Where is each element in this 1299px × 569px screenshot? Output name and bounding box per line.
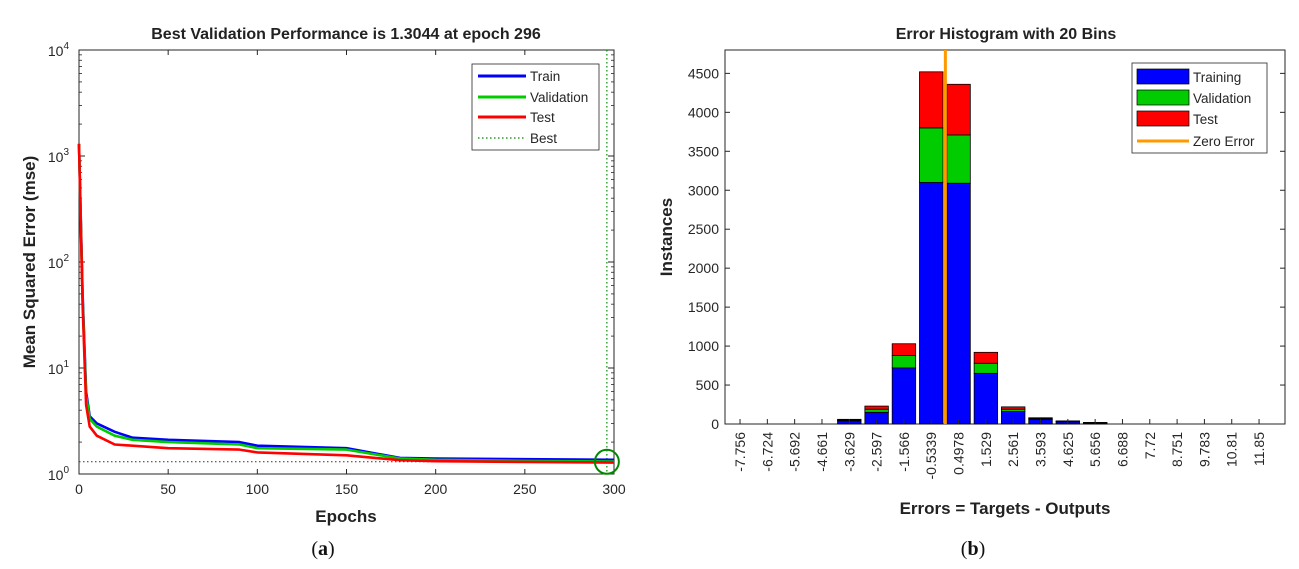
hist-y-tick-label: 1500 — [688, 299, 719, 315]
performance-chart: Best Validation Performance is 1.3044 at… — [20, 26, 626, 526]
legend-label-validation: Validation — [530, 90, 588, 105]
hist-x-tick-label: 4.625 — [1060, 432, 1076, 467]
hist-x-tick-label: 10.81 — [1224, 432, 1240, 467]
performance-legend-box — [471, 63, 600, 151]
error-histogram-chart: Error Histogram with 20 Bins -7.756 -6.72… — [657, 26, 1286, 518]
hist-bar-test — [946, 83, 971, 136]
perf-x-tick-label: 100 — [246, 481, 270, 497]
hist-x-tick-label: 3.593 — [1033, 432, 1049, 467]
hist-y-tick-label: 0 — [711, 416, 719, 432]
legend-label-zero-error: Zero Error — [1193, 134, 1255, 149]
hist-bar-test — [919, 71, 944, 129]
performance-lines — [77, 50, 620, 475]
legend-label-hist-validation: Validation — [1193, 91, 1251, 106]
hist-x-tick-label: -0.5339 — [923, 432, 939, 480]
hist-bar-test — [891, 343, 917, 356]
legend-label-test: Test — [530, 110, 555, 125]
performance-y-axis-label: Mean Squared Error (mse) — [20, 156, 39, 369]
hist-x-tick-label: 1.529 — [978, 432, 994, 467]
hist-bar-validation — [864, 408, 889, 413]
perf-x-tick-label: 300 — [602, 481, 626, 497]
legend-label-best: Best — [530, 131, 557, 146]
histogram-bars — [837, 50, 1108, 425]
hist-x-tick-label: 2.561 — [1005, 432, 1021, 467]
hist-x-tick-label: 5.656 — [1087, 432, 1103, 467]
performance-x-axis-label: Epochs — [315, 507, 376, 526]
hist-y-tick-label: 2500 — [688, 221, 719, 237]
perf-y-tick-label: 104 — [48, 41, 70, 59]
hist-bar-training — [946, 182, 971, 425]
legend-swatch-hist-validation — [1136, 89, 1190, 106]
histogram-x-axis-label: Errors = Targets - Outputs — [900, 499, 1111, 518]
histogram-ticks: -7.756 -6.724 -5.692 -4.661 -3.629 -2.597 -1.5… — [688, 65, 1285, 479]
hist-x-tick-label: 8.751 — [1169, 432, 1185, 467]
histogram-y-axis-label: Instances — [657, 198, 676, 276]
hist-y-tick-label: 2000 — [688, 260, 719, 276]
performance-chart-title: Best Validation Performance is 1.3044 at… — [151, 26, 541, 43]
legend-swatch-hist-test — [1136, 110, 1190, 127]
hist-bar-validation — [891, 355, 917, 369]
hist-bar-training — [891, 367, 917, 425]
caption-a: (a) — [311, 538, 334, 560]
hist-bar-validation — [919, 127, 944, 183]
hist-x-tick-label: -4.661 — [814, 432, 830, 472]
legend-swatch-training — [1136, 68, 1190, 85]
perf-y-tick-label: 101 — [48, 359, 70, 377]
hist-x-tick-label: 0.4978 — [951, 432, 967, 475]
histogram-title: Error Histogram with 20 Bins — [896, 26, 1117, 43]
hist-x-tick-label: 11.85 — [1251, 432, 1267, 466]
best-point-circle — [593, 448, 620, 475]
performance-ticks: 0 50 100 150 200 250 300 100 101 102 103 104 — [48, 41, 626, 497]
legend-label-hist-test: Test — [1193, 112, 1218, 127]
caption-b: (b) — [961, 538, 985, 560]
legend-label-training: Training — [1193, 70, 1241, 85]
hist-bar-training — [973, 372, 999, 425]
perf-x-tick-label: 50 — [160, 481, 176, 497]
performance-legend: Train Validation Test Best — [471, 63, 600, 151]
hist-bar-training — [919, 182, 944, 425]
legend-label-train: Train — [530, 69, 560, 84]
hist-y-tick-label: 500 — [696, 377, 720, 393]
hist-x-tick-label: -1.566 — [896, 432, 912, 472]
perf-x-tick-label: 0 — [75, 481, 83, 497]
hist-x-tick-label: 7.72 — [1142, 432, 1158, 459]
hist-x-tick-label: -5.692 — [787, 432, 803, 472]
perf-x-tick-label: 250 — [513, 481, 537, 497]
perf-y-tick-label: 103 — [48, 147, 70, 165]
hist-x-tick-label: -3.629 — [841, 432, 857, 472]
perf-x-tick-label: 200 — [424, 481, 448, 497]
hist-bar-test — [864, 405, 889, 410]
hist-x-tick-label: -2.597 — [869, 432, 885, 472]
perf-y-tick-label: 102 — [48, 253, 70, 271]
hist-y-tick-label: 4500 — [688, 65, 719, 81]
histogram-legend: Training Validation Test Zero Error — [1131, 62, 1268, 154]
hist-bar-test — [973, 351, 999, 364]
hist-y-tick-label: 1000 — [688, 338, 719, 354]
hist-x-tick-label: -7.756 — [732, 432, 748, 472]
hist-bar-validation — [946, 134, 971, 184]
perf-x-tick-label: 150 — [335, 481, 359, 497]
hist-bar-test — [1001, 406, 1026, 410]
hist-x-tick-label: 9.783 — [1196, 432, 1212, 467]
series-line-test — [77, 143, 615, 464]
hist-bar-test — [1028, 417, 1053, 419]
hist-y-tick-label: 3500 — [688, 143, 719, 159]
hist-x-tick-label: 6.688 — [1114, 432, 1130, 467]
hist-y-tick-label: 3000 — [688, 182, 719, 198]
hist-x-tick-label: -6.724 — [759, 432, 775, 472]
perf-y-tick-label: 100 — [48, 465, 70, 483]
hist-bar-validation — [973, 362, 999, 374]
hist-y-tick-label: 4000 — [688, 104, 719, 120]
